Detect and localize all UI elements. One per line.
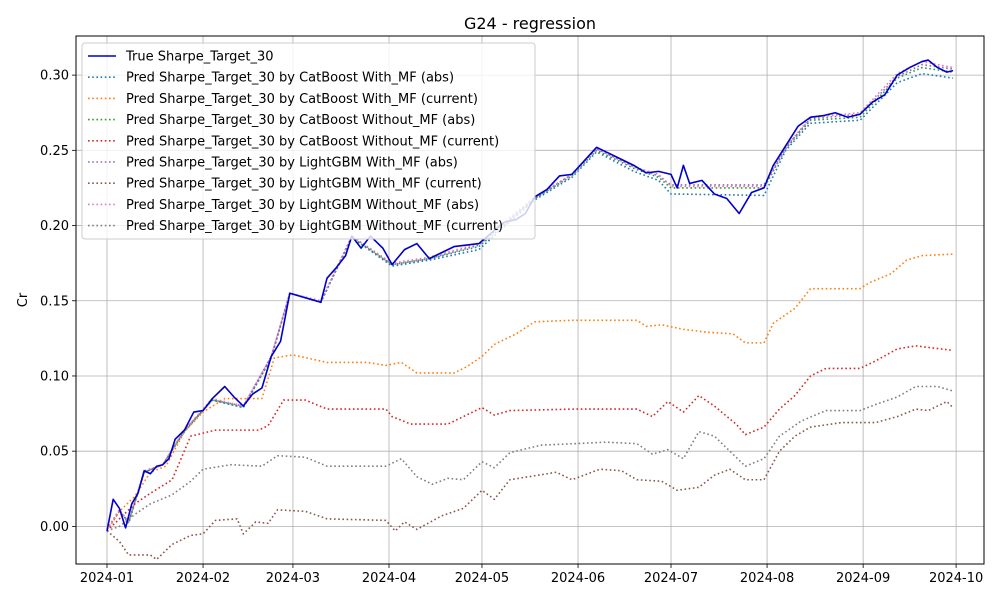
legend-label-4: Pred Sharpe_Target_30 by CatBoost Withou… xyxy=(126,134,499,149)
y-axis: 0.00 0.05 0.10 0.15 0.20 0.25 0.30 xyxy=(40,69,76,535)
plot-frame xyxy=(75,35,985,565)
chart-title: G24 - regression xyxy=(464,14,596,33)
series-line-8 xyxy=(106,385,954,532)
legend-label-0: True Sharpe_Target_30 xyxy=(125,50,274,65)
y-tick-label: 0.20 xyxy=(40,219,69,234)
x-tick-label: 2024-10 xyxy=(929,571,983,586)
legend-label-3: Pred Sharpe_Target_30 by CatBoost Withou… xyxy=(126,113,475,128)
y-tick-label: 0.30 xyxy=(40,69,69,84)
series-line-5 xyxy=(106,63,954,530)
series-line-6 xyxy=(106,400,954,561)
legend-label-5: Pred Sharpe_Target_30 by LightGBM With_M… xyxy=(126,156,458,171)
legend: True Sharpe_Target_30 Pred Sharpe_Target_… xyxy=(81,42,536,240)
x-tick-label: 2024-08 xyxy=(740,571,794,586)
series-line-3 xyxy=(106,66,954,530)
x-axis: 2024-01 2024-02 2024-03 2024-04 2024-05 2024-… xyxy=(80,564,983,586)
series-line-2 xyxy=(106,253,954,532)
x-tick-label: 2024-06 xyxy=(551,571,605,586)
x-tick-label: 2024-02 xyxy=(176,571,230,586)
x-tick-label: 2024-09 xyxy=(836,571,890,586)
y-tick-label: 0.15 xyxy=(40,294,69,309)
x-tick-label: 2024-03 xyxy=(266,571,320,586)
legend-label-1: Pred Sharpe_Target_30 by CatBoost With_M… xyxy=(126,71,454,86)
legend-label-8: Pred Sharpe_Target_30 by LightGBM Withou… xyxy=(126,219,503,234)
x-tick-label: 2024-04 xyxy=(362,571,416,586)
legend-label-6: Pred Sharpe_Target_30 by LightGBM With_M… xyxy=(126,177,482,192)
y-tick-label: 0.10 xyxy=(40,369,69,384)
series-line-4 xyxy=(106,345,954,532)
y-tick-label: 0.25 xyxy=(40,144,69,159)
series-line-1 xyxy=(106,72,954,530)
y-axis-label: Cr xyxy=(16,292,31,307)
y-tick-label: 0.05 xyxy=(40,445,69,460)
y-tick-label: 0.00 xyxy=(40,520,69,535)
legend-label-7: Pred Sharpe_Target_30 by LightGBM Withou… xyxy=(126,198,479,213)
x-tick-label: 2024-05 xyxy=(455,571,509,586)
legend-box xyxy=(81,42,536,240)
x-tick-label: 2024-07 xyxy=(644,571,698,586)
legend-label-2: Pred Sharpe_Target_30 by CatBoost With_M… xyxy=(126,92,478,107)
x-tick-label: 2024-01 xyxy=(80,571,134,586)
